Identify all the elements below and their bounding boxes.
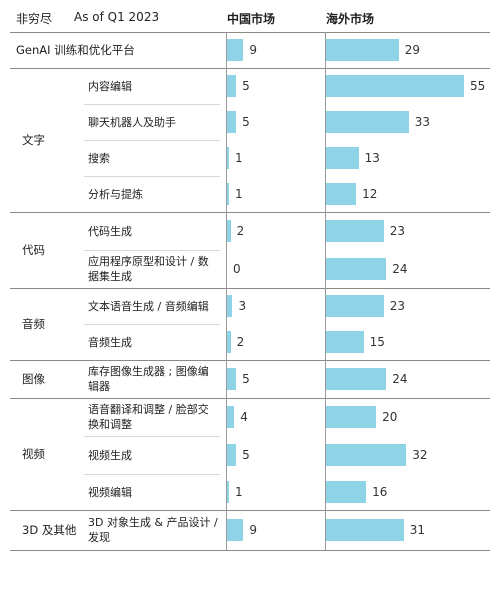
row-label: 文本语音生成 / 音频编辑	[88, 299, 209, 313]
date-label: As of Q1 2023	[74, 10, 160, 24]
group-rule	[10, 212, 490, 213]
row-separator	[84, 140, 220, 141]
value-label-china: 1	[235, 485, 243, 499]
bar-china	[227, 368, 237, 390]
row-label: 内容编辑	[88, 79, 132, 93]
value-label-china: 9	[249, 43, 257, 57]
group-rule	[10, 398, 490, 399]
value-label-china: 2	[236, 224, 245, 238]
value-label-overseas: 55	[470, 79, 486, 93]
bar-china	[227, 75, 237, 97]
bar-china	[227, 147, 229, 169]
group-rule	[10, 68, 490, 69]
value-label-china: 9	[249, 523, 257, 537]
series-header-china: 中国市场	[227, 12, 276, 26]
value-label-overseas: 20	[382, 410, 398, 424]
bar-overseas	[326, 258, 387, 280]
bar-overseas	[326, 183, 357, 205]
row-label: 代码生成	[88, 224, 132, 238]
bar-overseas	[326, 111, 409, 133]
value-label-china: 0	[233, 262, 241, 276]
group-label: 图像	[22, 372, 45, 386]
value-label-overseas: 24	[392, 262, 408, 276]
value-label-china: 4	[240, 410, 248, 424]
row-label: 应用程序原型和设计 / 数据集生成	[88, 255, 209, 283]
bar-china	[227, 111, 237, 133]
value-label-overseas: 12	[362, 187, 378, 201]
group-rule	[10, 550, 490, 551]
row-separator	[84, 324, 220, 325]
value-label-overseas: 23	[389, 224, 405, 238]
group-label: 3D 及其他	[22, 523, 77, 537]
group-label: 代码	[22, 243, 45, 257]
bar-overseas	[326, 444, 407, 466]
note-label: 非穷尽	[16, 12, 53, 26]
value-label-china: 5	[242, 448, 250, 462]
bar-china	[227, 39, 244, 61]
group-label: 视频	[22, 447, 45, 461]
value-label-overseas: 33	[414, 115, 431, 129]
top-rule	[10, 32, 490, 33]
row-label: 视频编辑	[88, 485, 132, 499]
bar-china	[227, 481, 229, 503]
value-label-overseas: 24	[392, 372, 408, 386]
group-label: 音频	[22, 317, 45, 331]
bar-overseas	[326, 147, 359, 169]
bar-china	[227, 331, 231, 353]
value-label-overseas: 16	[372, 485, 388, 499]
bar-overseas	[326, 220, 384, 242]
value-label-china: 3	[238, 299, 247, 313]
value-label-china: 5	[242, 115, 250, 129]
value-label-overseas: 29	[404, 43, 421, 57]
bar-china	[227, 220, 231, 242]
row-separator	[84, 104, 220, 105]
row-separator	[84, 474, 220, 475]
group-rule	[10, 360, 490, 361]
bar-overseas	[326, 368, 387, 390]
series-header-overseas: 海外市场	[326, 12, 375, 26]
row-label: 音频生成	[88, 335, 132, 349]
bar-china	[227, 295, 233, 317]
bar-china	[227, 519, 244, 541]
value-label-overseas: 15	[369, 335, 385, 349]
overseas-axis	[325, 32, 326, 550]
value-label-china: 5	[242, 372, 250, 386]
bar-overseas	[326, 39, 399, 61]
row-separator	[84, 250, 220, 251]
value-label-china: 2	[236, 335, 245, 349]
bar-overseas	[326, 75, 464, 97]
value-label-overseas: 32	[412, 448, 428, 462]
value-label-overseas: 23	[389, 299, 405, 313]
row-label: 视频生成	[88, 448, 132, 462]
row-separator	[84, 436, 220, 437]
value-label-overseas: 31	[409, 523, 426, 537]
bar-overseas	[326, 331, 364, 353]
row-separator	[84, 176, 220, 177]
bar-china	[227, 183, 229, 205]
group-label: GenAI 训练和优化平台	[16, 43, 135, 57]
value-label-overseas: 13	[364, 151, 380, 165]
row-label: 分析与提炼	[88, 187, 143, 201]
bar-overseas	[326, 519, 404, 541]
row-label: 3D 对象生成 & 产品设计 / 发现	[88, 516, 218, 544]
china-axis	[226, 32, 227, 550]
value-label-china: 1	[235, 151, 243, 165]
group-rule	[10, 510, 490, 511]
bar-china	[227, 444, 237, 466]
group-label: 文字	[22, 133, 45, 147]
row-label: 库存图像生成器 ; 图像编辑器	[88, 365, 209, 393]
value-label-china: 5	[242, 79, 250, 93]
value-label-china: 1	[235, 187, 243, 201]
bar-overseas	[326, 481, 367, 503]
bar-overseas	[326, 295, 384, 317]
row-label: 聊天机器人及助手	[88, 115, 176, 129]
group-rule	[10, 288, 490, 289]
bar-overseas	[326, 406, 377, 428]
row-label: 搜索	[88, 151, 110, 165]
row-label: 语音翻译和调整 / 脸部交换和调整	[88, 403, 209, 431]
bar-china	[227, 406, 235, 428]
